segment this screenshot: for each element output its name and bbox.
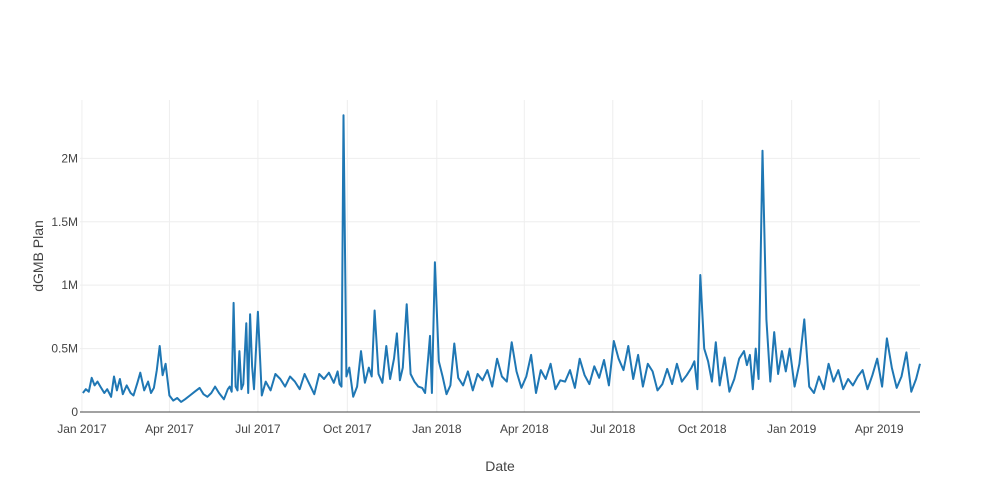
- x-tick-label: Oct 2018: [678, 422, 727, 436]
- y-tick-label: 0: [71, 405, 78, 419]
- x-tick-label: Jul 2018: [590, 422, 636, 436]
- series-line: [82, 114, 921, 403]
- x-tick-label: Oct 2017: [323, 422, 372, 436]
- x-tick-label: Jan 2019: [767, 422, 817, 436]
- x-tick-label: Apr 2018: [500, 422, 549, 436]
- x-axis-title: Date: [485, 458, 515, 474]
- x-tick-label: Apr 2017: [145, 422, 194, 436]
- x-tick-label: Jan 2018: [412, 422, 462, 436]
- y-axis-ticks: 0 0.5M 1M 1.5M 2M: [51, 151, 78, 419]
- y-tick-label: 2M: [61, 151, 78, 165]
- y-axis-title: dGMB Plan: [30, 220, 46, 292]
- x-axis-ticks: Jan 2017 Apr 2017 Jul 2017 Oct 2017 Jan 2018…: [57, 422, 904, 436]
- x-tick-label: Jul 2017: [235, 422, 281, 436]
- grid-lines: [80, 100, 920, 412]
- y-tick-label: 0.5M: [51, 342, 78, 356]
- y-tick-label: 1M: [61, 278, 78, 292]
- y-tick-label: 1.5M: [51, 215, 78, 229]
- x-tick-label: Apr 2019: [855, 422, 904, 436]
- series-layer: [82, 114, 921, 403]
- x-tick-label: Jan 2017: [57, 422, 107, 436]
